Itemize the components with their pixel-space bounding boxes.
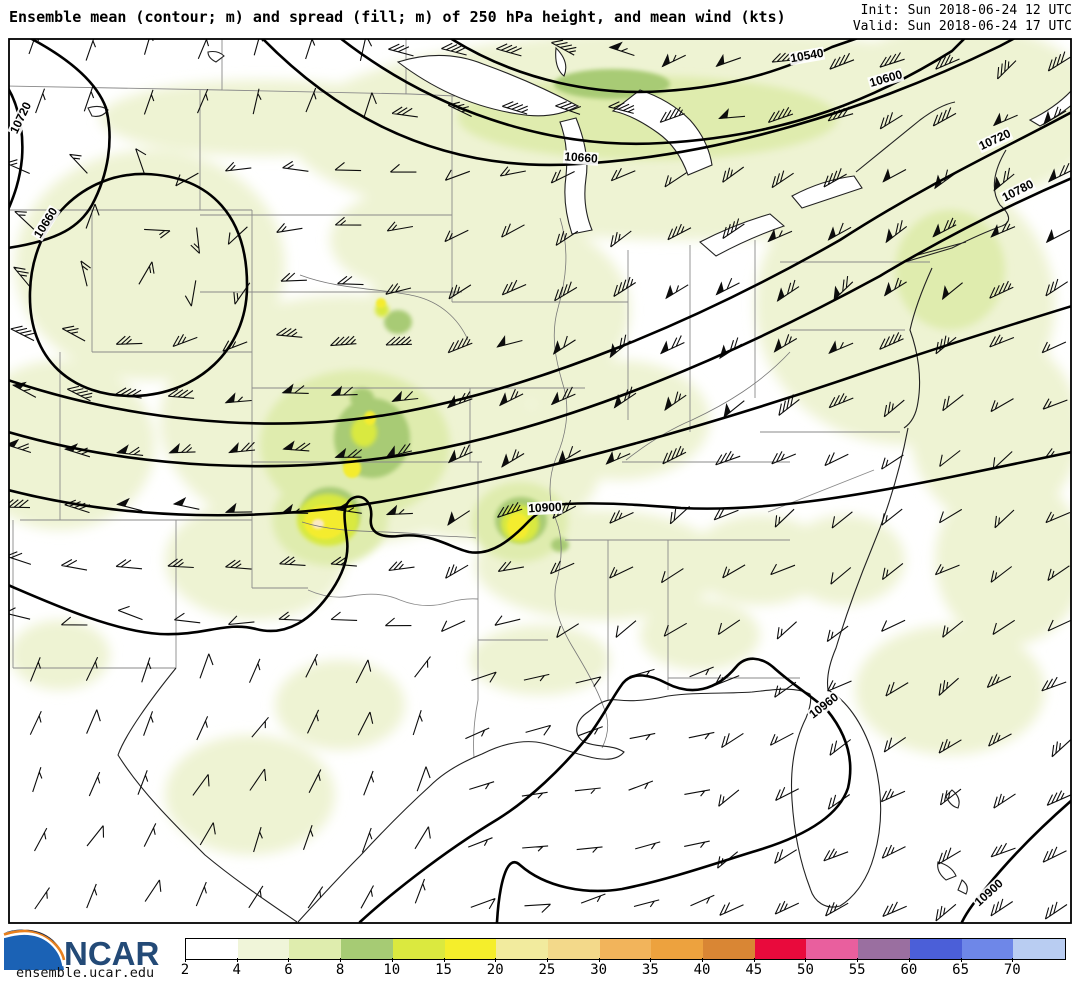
colorbar-segment-12 bbox=[806, 939, 859, 959]
ncar-logo: NCAR bbox=[3, 929, 159, 972]
state-borders bbox=[9, 39, 930, 759]
colorbar-tick-label: 65 bbox=[952, 962, 969, 978]
colorbar-tick-label: 55 bbox=[848, 962, 866, 978]
contour-line bbox=[358, 657, 852, 923]
colorbar-tick-label: 70 bbox=[1003, 962, 1021, 978]
colorbar-tick bbox=[546, 958, 548, 962]
colorbar-tick bbox=[288, 958, 290, 962]
colorbar-tick bbox=[857, 958, 859, 962]
colorbar-segment-4 bbox=[392, 939, 445, 959]
colorbar-tick-label: 10 bbox=[383, 962, 401, 978]
map-frame bbox=[8, 38, 1072, 924]
colorbar-tick bbox=[805, 958, 807, 962]
contour-line bbox=[9, 450, 1071, 636]
contour-line bbox=[9, 304, 1071, 517]
colorbar-tick bbox=[598, 958, 600, 962]
colorbar-labels: 2 4 6 8 10 15 20 25 30 35 40 45 50 55 60 65 70 bbox=[181, 962, 1080, 980]
colorbar-tick-label: 45 bbox=[745, 962, 763, 978]
contour-line bbox=[9, 177, 1071, 468]
colorbar-tick bbox=[960, 958, 962, 962]
colorbar-segment-14 bbox=[909, 939, 962, 959]
colorbar-tick bbox=[495, 958, 497, 962]
colorbar-tick bbox=[236, 958, 238, 962]
colorbar-tick-label: 50 bbox=[797, 962, 814, 978]
colorbar-tick bbox=[908, 958, 910, 962]
colorbar-tick-label: 15 bbox=[435, 962, 452, 978]
colorbar-tick-label: 25 bbox=[538, 962, 556, 978]
colorbar-segment-16 bbox=[1013, 939, 1065, 959]
colorbar-tick bbox=[391, 958, 393, 962]
colorbar-tick bbox=[1012, 958, 1014, 962]
islands bbox=[937, 90, 1071, 895]
colorbar-segment-13 bbox=[858, 939, 910, 959]
colorbar-tick bbox=[340, 958, 342, 962]
colorbar-tick bbox=[753, 958, 755, 962]
colorbar-tick-label: 4 bbox=[232, 962, 241, 978]
colorbar-segment-8 bbox=[599, 939, 652, 959]
colorbar-segment-2 bbox=[289, 939, 342, 959]
valid-time: Valid: Sun 2018-06-24 17 UTC bbox=[852, 19, 1072, 34]
colorbar-tick-label: 6 bbox=[284, 962, 293, 978]
colorbar-segment-0 bbox=[186, 939, 238, 959]
colorbar-tick-label: 35 bbox=[641, 962, 659, 978]
colorbar-tick-label: 20 bbox=[486, 962, 504, 978]
colorbar-segment-10 bbox=[703, 939, 755, 959]
colorbar-segment-5 bbox=[444, 939, 497, 959]
colorbar-segment-11 bbox=[754, 939, 807, 959]
great-lakes bbox=[87, 46, 863, 257]
page-title: Ensemble mean (contour; m) and spread (f… bbox=[9, 8, 786, 26]
contour-line bbox=[9, 39, 111, 250]
colorbar-tick bbox=[650, 958, 652, 962]
colorbar-tick-label: 2 bbox=[180, 962, 190, 978]
colorbar-segment-1 bbox=[237, 939, 290, 959]
wind-barb-strokes bbox=[9, 39, 1071, 922]
colorbar-segment-3 bbox=[341, 939, 393, 959]
spread-colorbar bbox=[185, 938, 1066, 960]
colorbar-tick-label: 8 bbox=[335, 962, 345, 978]
colorbar-tick-label: 60 bbox=[900, 962, 918, 978]
contour-line bbox=[9, 111, 1071, 425]
colorbar-segment-15 bbox=[961, 939, 1014, 959]
ncar-logo-swoosh bbox=[4, 934, 64, 970]
site-url: ensemble.ucar.edu bbox=[16, 965, 155, 981]
height-contours bbox=[9, 39, 1071, 923]
colorbar-tick bbox=[702, 958, 704, 962]
colorbar-tick bbox=[185, 958, 186, 962]
colorbar-ticks bbox=[185, 958, 1064, 963]
rivers bbox=[299, 217, 791, 749]
colorbar-segment-7 bbox=[547, 939, 600, 959]
colorbar-segment-9 bbox=[651, 939, 704, 959]
spread-fill-max bbox=[312, 519, 324, 529]
contour-line bbox=[28, 172, 249, 398]
colorbar-tick bbox=[443, 958, 445, 962]
init-time: Init: Sun 2018-06-24 12 UTC bbox=[860, 3, 1072, 18]
colorbar-tick-label: 40 bbox=[693, 962, 711, 978]
coastline bbox=[117, 101, 1010, 923]
colorbar-segment-6 bbox=[496, 939, 548, 959]
ncar-logo-text: NCAR bbox=[64, 935, 159, 972]
colorbar-tick-label: 30 bbox=[590, 962, 608, 978]
